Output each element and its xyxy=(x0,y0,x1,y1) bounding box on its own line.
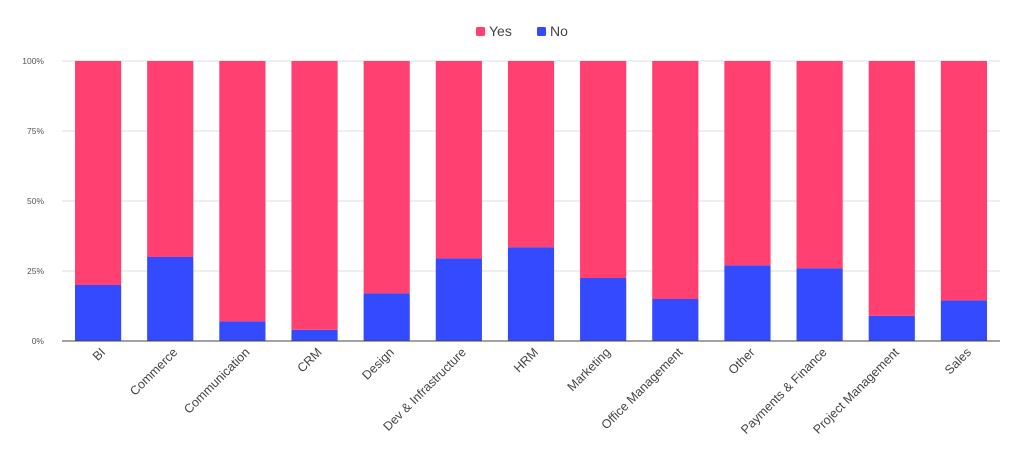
bar-group xyxy=(507,61,555,341)
y-tick-label: 100% xyxy=(22,56,44,66)
bar-group xyxy=(363,61,410,341)
legend-label: No xyxy=(550,23,568,39)
x-tick-label: HRM xyxy=(511,345,541,375)
x-tick-label: Design xyxy=(359,345,396,382)
x-tick-label: Commerce xyxy=(127,345,180,398)
legend-label: Yes xyxy=(489,23,512,39)
bar-group xyxy=(940,61,988,341)
bar-segment-no xyxy=(868,315,915,341)
bar-segment-yes xyxy=(74,61,122,285)
bar-group xyxy=(868,61,915,341)
legend-item: No xyxy=(537,23,568,39)
bar-group xyxy=(219,61,266,341)
y-tick-label: 0% xyxy=(32,336,45,346)
bar-segment-yes xyxy=(147,61,194,257)
bar-segment-yes xyxy=(724,61,771,266)
bar-segment-no xyxy=(147,257,194,341)
x-tick-label: CRM xyxy=(295,345,325,375)
bar-group xyxy=(724,61,771,341)
legend: Yes No xyxy=(476,23,568,39)
bar-segment-no xyxy=(74,285,122,341)
bar-segment-no xyxy=(363,293,410,341)
x-tick-label: Other xyxy=(726,345,758,377)
legend-swatch xyxy=(537,27,546,36)
x-tick-label: Dev & Infrastructure xyxy=(380,345,469,434)
legend-swatch xyxy=(476,27,485,36)
bar-segment-yes xyxy=(291,61,338,330)
bar-segment-yes xyxy=(940,61,988,301)
bar-segment-no xyxy=(435,258,482,341)
bar-group xyxy=(652,61,699,341)
bar-segment-no xyxy=(652,299,699,341)
y-tick-label: 25% xyxy=(27,266,44,276)
bar-segment-no xyxy=(724,265,771,341)
bar-segment-yes xyxy=(868,61,915,316)
bar-group xyxy=(147,61,194,341)
x-tick-label: Marketing xyxy=(565,345,614,394)
legend-item: Yes xyxy=(476,23,512,39)
bar-group xyxy=(435,61,482,341)
bar-segment-yes xyxy=(363,61,410,294)
bar-segment-no xyxy=(940,300,988,341)
bar-segment-no xyxy=(580,278,627,341)
bar-segment-no xyxy=(219,321,266,341)
bar-segment-yes xyxy=(507,61,555,248)
bar-segment-yes xyxy=(796,61,843,269)
bar-segment-no xyxy=(796,268,843,341)
x-tick-label: BI xyxy=(90,345,108,363)
bar-segment-no xyxy=(291,329,338,341)
bar-group xyxy=(796,61,843,341)
bar-group xyxy=(291,61,338,341)
y-axis: 0% 25% 50% 75% 100% xyxy=(22,56,44,346)
bar-group xyxy=(580,61,627,341)
y-tick-label: 75% xyxy=(27,126,44,136)
x-tick-label: Office Management xyxy=(599,345,686,432)
x-tick-label: Sales xyxy=(942,345,974,377)
bars xyxy=(62,61,1000,342)
bar-segment-yes xyxy=(652,61,699,299)
bar-segment-yes xyxy=(580,61,627,278)
bar-segment-yes xyxy=(435,61,482,259)
bar-group xyxy=(74,61,122,341)
bar-segment-yes xyxy=(219,61,266,322)
y-tick-label: 50% xyxy=(27,196,44,206)
x-tick-label: Communication xyxy=(181,345,252,416)
bar-segment-no xyxy=(507,247,555,341)
